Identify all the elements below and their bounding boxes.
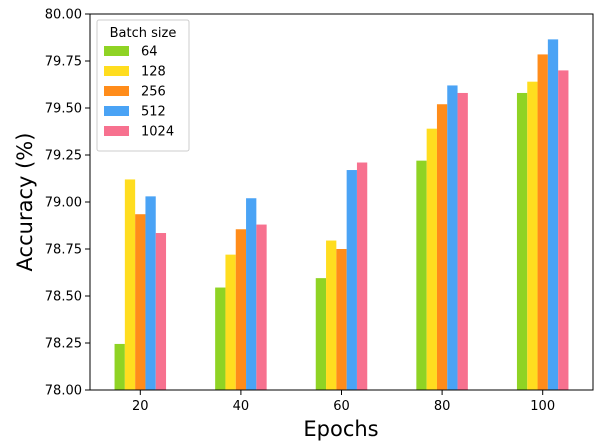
legend-swatch-128 [104, 66, 129, 76]
y-tick-label: 78.75 [45, 243, 82, 258]
bar-64-80 [416, 160, 427, 390]
y-tick-label: 79.50 [45, 102, 82, 117]
legend-label-512: 512 [141, 105, 166, 120]
bar-1024-100 [558, 70, 569, 391]
x-tick-label: 100 [530, 399, 555, 414]
bars [114, 39, 569, 391]
legend-title: Batch size [110, 26, 177, 41]
bar-1024-40 [256, 224, 267, 390]
x-axis-title: Epochs [303, 417, 378, 441]
x-tick-label: 80 [434, 399, 451, 414]
x-tick-label: 40 [233, 399, 250, 414]
y-tick-label: 79.00 [45, 196, 82, 211]
legend-label-128: 128 [141, 65, 166, 80]
bar-512-20 [145, 196, 156, 390]
legend-label-64: 64 [141, 45, 158, 60]
bar-256-100 [537, 54, 548, 391]
y-tick-label: 80.00 [45, 8, 82, 23]
bar-512-100 [547, 39, 559, 390]
bar-256-60 [336, 249, 347, 390]
bar-256-40 [235, 229, 247, 390]
y-tick-label: 78.00 [45, 384, 82, 399]
bar-64-20 [114, 343, 125, 390]
y-tick-label: 78.25 [45, 337, 82, 352]
bar-64-60 [315, 278, 327, 390]
bar-128-80 [426, 128, 437, 390]
bar-128-60 [326, 240, 337, 390]
bar-128-40 [225, 254, 236, 390]
legend-label-1024: 1024 [141, 125, 174, 140]
bar-256-20 [135, 214, 146, 390]
legend-label-256: 256 [141, 85, 166, 100]
bar-1024-80 [457, 92, 468, 391]
y-axis: 78.00 78.25 78.50 78.75 79.00 79.25 79.50 79.75… [45, 8, 90, 399]
legend-swatch-64 [104, 46, 129, 56]
y-tick-label: 78.50 [45, 290, 82, 305]
x-axis: 20 40 60 80 100 [132, 390, 555, 414]
bar-512-60 [346, 170, 357, 390]
bar-512-80 [447, 85, 458, 390]
bar-1024-60 [356, 162, 368, 390]
bar-128-100 [527, 81, 538, 391]
legend-swatch-512 [104, 106, 129, 116]
x-tick-label: 60 [333, 399, 350, 414]
bar-64-40 [215, 287, 226, 390]
x-tick-label: 20 [132, 399, 149, 414]
bar-64-100 [516, 92, 528, 391]
legend-swatch-256 [104, 86, 129, 96]
y-axis-title: Accuracy (%) [13, 133, 37, 272]
bar-256-80 [436, 104, 448, 391]
legend: Batch size 64 128 256 512 1024 [96, 19, 190, 152]
bar-128-20 [124, 179, 136, 390]
legend-swatch-1024 [104, 126, 129, 136]
bar-1024-20 [155, 233, 167, 390]
bar-512-40 [246, 198, 257, 390]
y-tick-label: 79.75 [45, 55, 82, 70]
y-tick-label: 79.25 [45, 149, 82, 164]
